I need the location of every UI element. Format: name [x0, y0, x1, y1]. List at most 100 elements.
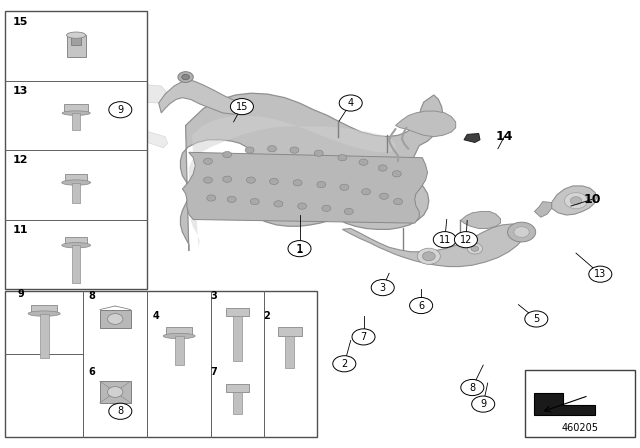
Circle shape [322, 205, 331, 211]
Text: 8: 8 [88, 291, 95, 301]
Circle shape [352, 329, 375, 345]
Circle shape [344, 208, 353, 215]
Text: 15: 15 [236, 102, 248, 112]
Text: 14: 14 [495, 130, 513, 143]
Circle shape [359, 159, 368, 165]
Circle shape [333, 356, 356, 372]
Polygon shape [552, 186, 596, 215]
Circle shape [378, 165, 387, 171]
Circle shape [108, 387, 123, 397]
Circle shape [340, 184, 349, 190]
Circle shape [410, 297, 433, 314]
Text: 3: 3 [211, 291, 218, 301]
Text: 11: 11 [438, 235, 451, 245]
Circle shape [471, 246, 479, 251]
Circle shape [362, 189, 371, 195]
Text: 13: 13 [594, 269, 607, 279]
Text: 4: 4 [152, 311, 159, 321]
Text: 2: 2 [341, 359, 348, 369]
Text: 5: 5 [533, 314, 540, 324]
Bar [72, 246, 80, 284]
Circle shape [371, 280, 394, 296]
Circle shape [525, 311, 548, 327]
Circle shape [467, 243, 483, 254]
Text: 4: 4 [348, 98, 354, 108]
Circle shape [223, 176, 232, 182]
Circle shape [394, 198, 403, 205]
Text: 6: 6 [88, 367, 95, 377]
Circle shape [227, 196, 236, 202]
Circle shape [570, 197, 582, 205]
Bar [100, 310, 131, 328]
Text: 9: 9 [117, 105, 124, 115]
Polygon shape [534, 202, 552, 217]
Bar [166, 327, 192, 336]
Bar [65, 237, 88, 246]
Bar [233, 392, 242, 414]
Circle shape [508, 222, 536, 242]
Text: 12: 12 [460, 235, 472, 245]
Circle shape [339, 95, 362, 111]
Circle shape [461, 379, 484, 396]
Polygon shape [159, 80, 251, 114]
Circle shape [589, 266, 612, 282]
Text: 11: 11 [13, 225, 28, 235]
Bar [65, 174, 88, 182]
Ellipse shape [62, 180, 91, 185]
Circle shape [109, 102, 132, 118]
Polygon shape [182, 152, 428, 223]
Circle shape [288, 241, 311, 257]
Polygon shape [342, 224, 526, 267]
Circle shape [109, 403, 132, 419]
Circle shape [250, 198, 259, 205]
Circle shape [514, 227, 529, 237]
Circle shape [417, 248, 440, 264]
Polygon shape [461, 211, 500, 228]
Text: 9: 9 [17, 289, 24, 299]
Text: 7: 7 [211, 367, 218, 377]
Text: 15: 15 [13, 17, 28, 26]
Circle shape [268, 146, 276, 152]
Text: 2: 2 [263, 311, 270, 321]
Text: 10: 10 [583, 193, 601, 206]
Text: 8: 8 [469, 383, 476, 392]
Bar [67, 35, 86, 56]
Circle shape [454, 232, 477, 248]
Bar [278, 327, 302, 336]
Circle shape [314, 150, 323, 156]
Circle shape [204, 177, 212, 183]
Circle shape [269, 178, 278, 185]
Bar [64, 104, 88, 113]
Bar [175, 336, 184, 365]
Bar [100, 381, 131, 403]
Bar [71, 36, 81, 45]
Polygon shape [396, 111, 456, 137]
Circle shape [317, 181, 326, 188]
Circle shape [392, 171, 401, 177]
Polygon shape [180, 93, 443, 251]
Circle shape [338, 155, 347, 161]
Circle shape [472, 396, 495, 412]
Circle shape [564, 193, 588, 209]
Text: 1: 1 [296, 244, 303, 254]
Text: 7: 7 [360, 332, 367, 342]
Bar [285, 336, 294, 368]
Ellipse shape [62, 243, 91, 248]
Circle shape [246, 177, 255, 183]
Bar [525, 370, 635, 437]
Text: 8: 8 [117, 406, 124, 416]
Bar [72, 182, 80, 202]
Circle shape [245, 147, 254, 153]
Polygon shape [37, 99, 168, 148]
Text: 460205: 460205 [561, 423, 598, 433]
Polygon shape [464, 134, 480, 142]
Circle shape [178, 72, 193, 82]
Bar [5, 291, 317, 437]
Bar [226, 308, 249, 316]
Polygon shape [99, 82, 166, 103]
Circle shape [223, 151, 232, 158]
Bar [72, 113, 80, 130]
Circle shape [204, 158, 212, 164]
Polygon shape [35, 18, 127, 113]
Bar [233, 316, 242, 361]
